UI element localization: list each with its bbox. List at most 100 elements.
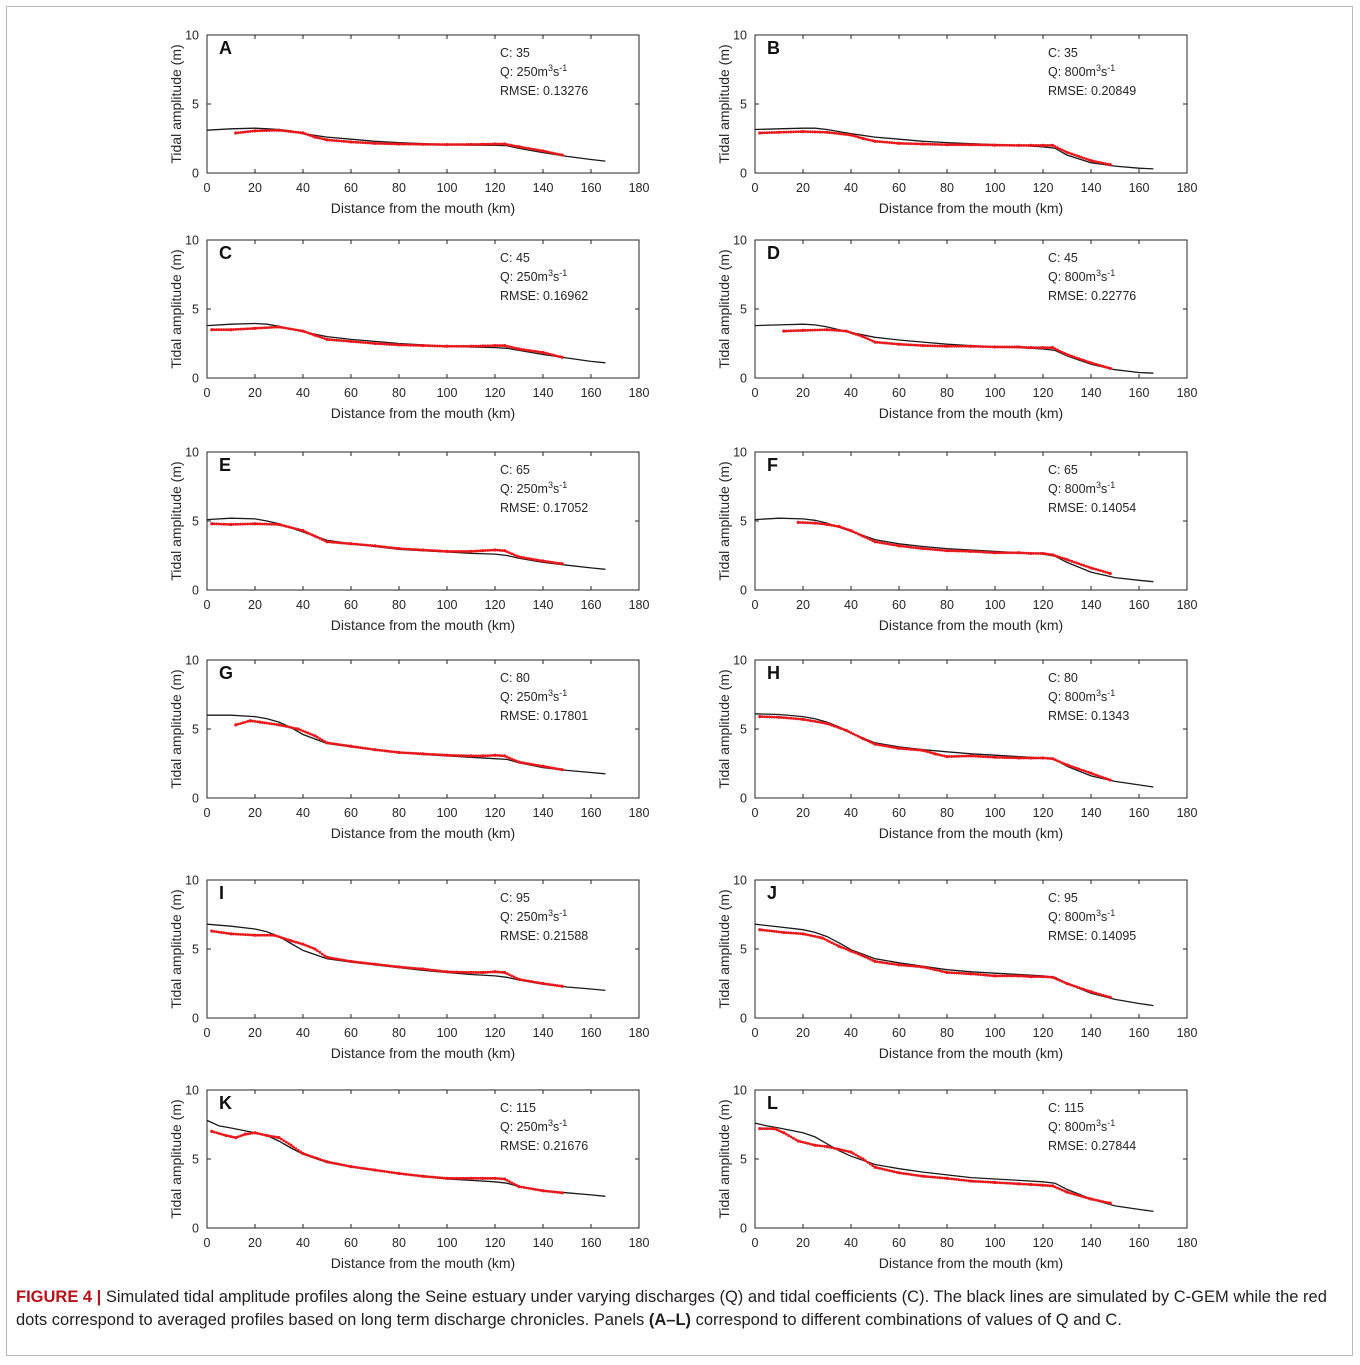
x-tick-label: 20 [796, 1236, 810, 1250]
observed-series [758, 928, 1112, 999]
observed-dot [1044, 552, 1047, 556]
observed-dot [1087, 360, 1090, 364]
observed-dot [991, 1180, 994, 1184]
observed-point [277, 1136, 281, 1140]
x-tick-label: 180 [629, 598, 650, 612]
observed-dot [854, 1153, 858, 1157]
x-tick-label: 80 [392, 806, 406, 820]
x-tick-label: 180 [1177, 598, 1198, 612]
observed-point [517, 555, 521, 559]
y-tick-label: 5 [192, 515, 199, 529]
observed-dot [890, 141, 894, 145]
observed-dot [440, 344, 444, 348]
observed-dot [871, 741, 874, 745]
observed-dot [919, 142, 922, 146]
observed-dot [316, 1157, 319, 1160]
observed-dot [215, 1131, 218, 1135]
observed-dot [553, 1190, 557, 1194]
observed-dot [404, 966, 408, 969]
observed-dot [924, 142, 927, 146]
observed-dot [1046, 756, 1050, 760]
observed-dot [431, 968, 434, 972]
observed-dot [330, 138, 334, 142]
observed-dot [1104, 1200, 1107, 1204]
observed-dot [236, 327, 240, 331]
observed-dot [400, 343, 403, 347]
observed-dot [1070, 983, 1074, 987]
observed-dot [236, 131, 240, 135]
observed-dot [484, 754, 487, 758]
observed-dot [510, 1181, 514, 1185]
observed-dot [529, 557, 533, 561]
observed-point [969, 754, 973, 758]
observed-point [469, 754, 473, 758]
observed-dot [378, 748, 382, 752]
observed-dot [1080, 358, 1083, 361]
observed-dot [450, 753, 454, 757]
observed-dot [532, 349, 535, 353]
observed-point [1051, 1184, 1055, 1188]
observed-dot [536, 148, 540, 152]
observed-dot [392, 546, 396, 550]
observed-dot [484, 549, 487, 552]
observed-dot [787, 931, 790, 935]
observed-dot [212, 930, 216, 933]
observed-point [253, 522, 257, 526]
observed-dot [414, 1174, 418, 1177]
observed-dot [270, 1134, 274, 1138]
observed-point [349, 1164, 353, 1169]
observed-point [560, 562, 564, 566]
observed-dot [1003, 756, 1006, 759]
observed-dot [551, 353, 554, 357]
observed-dot [1020, 345, 1023, 349]
x-axis-label: Distance from the mouth (km) [331, 1045, 515, 1061]
observed-dot [251, 933, 254, 937]
x-tick-label: 120 [485, 1236, 506, 1250]
observed-dot [368, 141, 372, 145]
observed-dot [486, 344, 490, 348]
observed-dot [1046, 552, 1050, 556]
x-tick-label: 180 [1177, 181, 1198, 195]
observed-dot [794, 717, 798, 721]
y-axis-label: Tidal amplitude (m) [716, 249, 732, 368]
observed-dot [400, 142, 403, 146]
observed-dot [1000, 756, 1004, 759]
observed-dot [1036, 144, 1040, 147]
observed-point [517, 145, 521, 149]
observed-dot [924, 966, 927, 969]
observed-dot [1015, 756, 1018, 760]
x-tick-label: 80 [940, 806, 954, 820]
observed-point [945, 143, 949, 147]
observed-dot [830, 941, 834, 945]
observed-point [1108, 778, 1112, 782]
observed-point [541, 559, 545, 563]
observed-dot [534, 350, 538, 353]
x-tick-label: 100 [985, 1236, 1006, 1250]
observed-dot [270, 522, 274, 526]
observed-dot [907, 964, 910, 968]
observed-dot [1101, 776, 1105, 779]
observed-dot [486, 548, 490, 552]
annotation-c: C: 115 [500, 1101, 536, 1115]
observed-dot [1032, 1183, 1035, 1187]
observed-dot [287, 525, 290, 529]
observed-dot [284, 326, 288, 330]
observed-dot [474, 1176, 478, 1180]
x-tick-label: 140 [1081, 1026, 1102, 1040]
observed-dot [818, 1144, 822, 1148]
observed-point [969, 344, 973, 348]
x-tick-label: 60 [344, 386, 358, 400]
observed-dot [448, 143, 451, 146]
observed-dot [344, 339, 348, 343]
annotation-c: C: 115 [1048, 1101, 1084, 1115]
observed-dot [820, 328, 824, 332]
observed-series [758, 1127, 1112, 1205]
x-tick-label: 80 [392, 1026, 406, 1040]
observed-dot [960, 549, 963, 553]
x-tick-label: 100 [437, 598, 458, 612]
observed-dot [496, 344, 499, 347]
x-tick-label: 100 [985, 386, 1006, 400]
observed-point [945, 549, 949, 553]
axes-box [754, 239, 1188, 379]
panel-letter: B [767, 38, 780, 58]
